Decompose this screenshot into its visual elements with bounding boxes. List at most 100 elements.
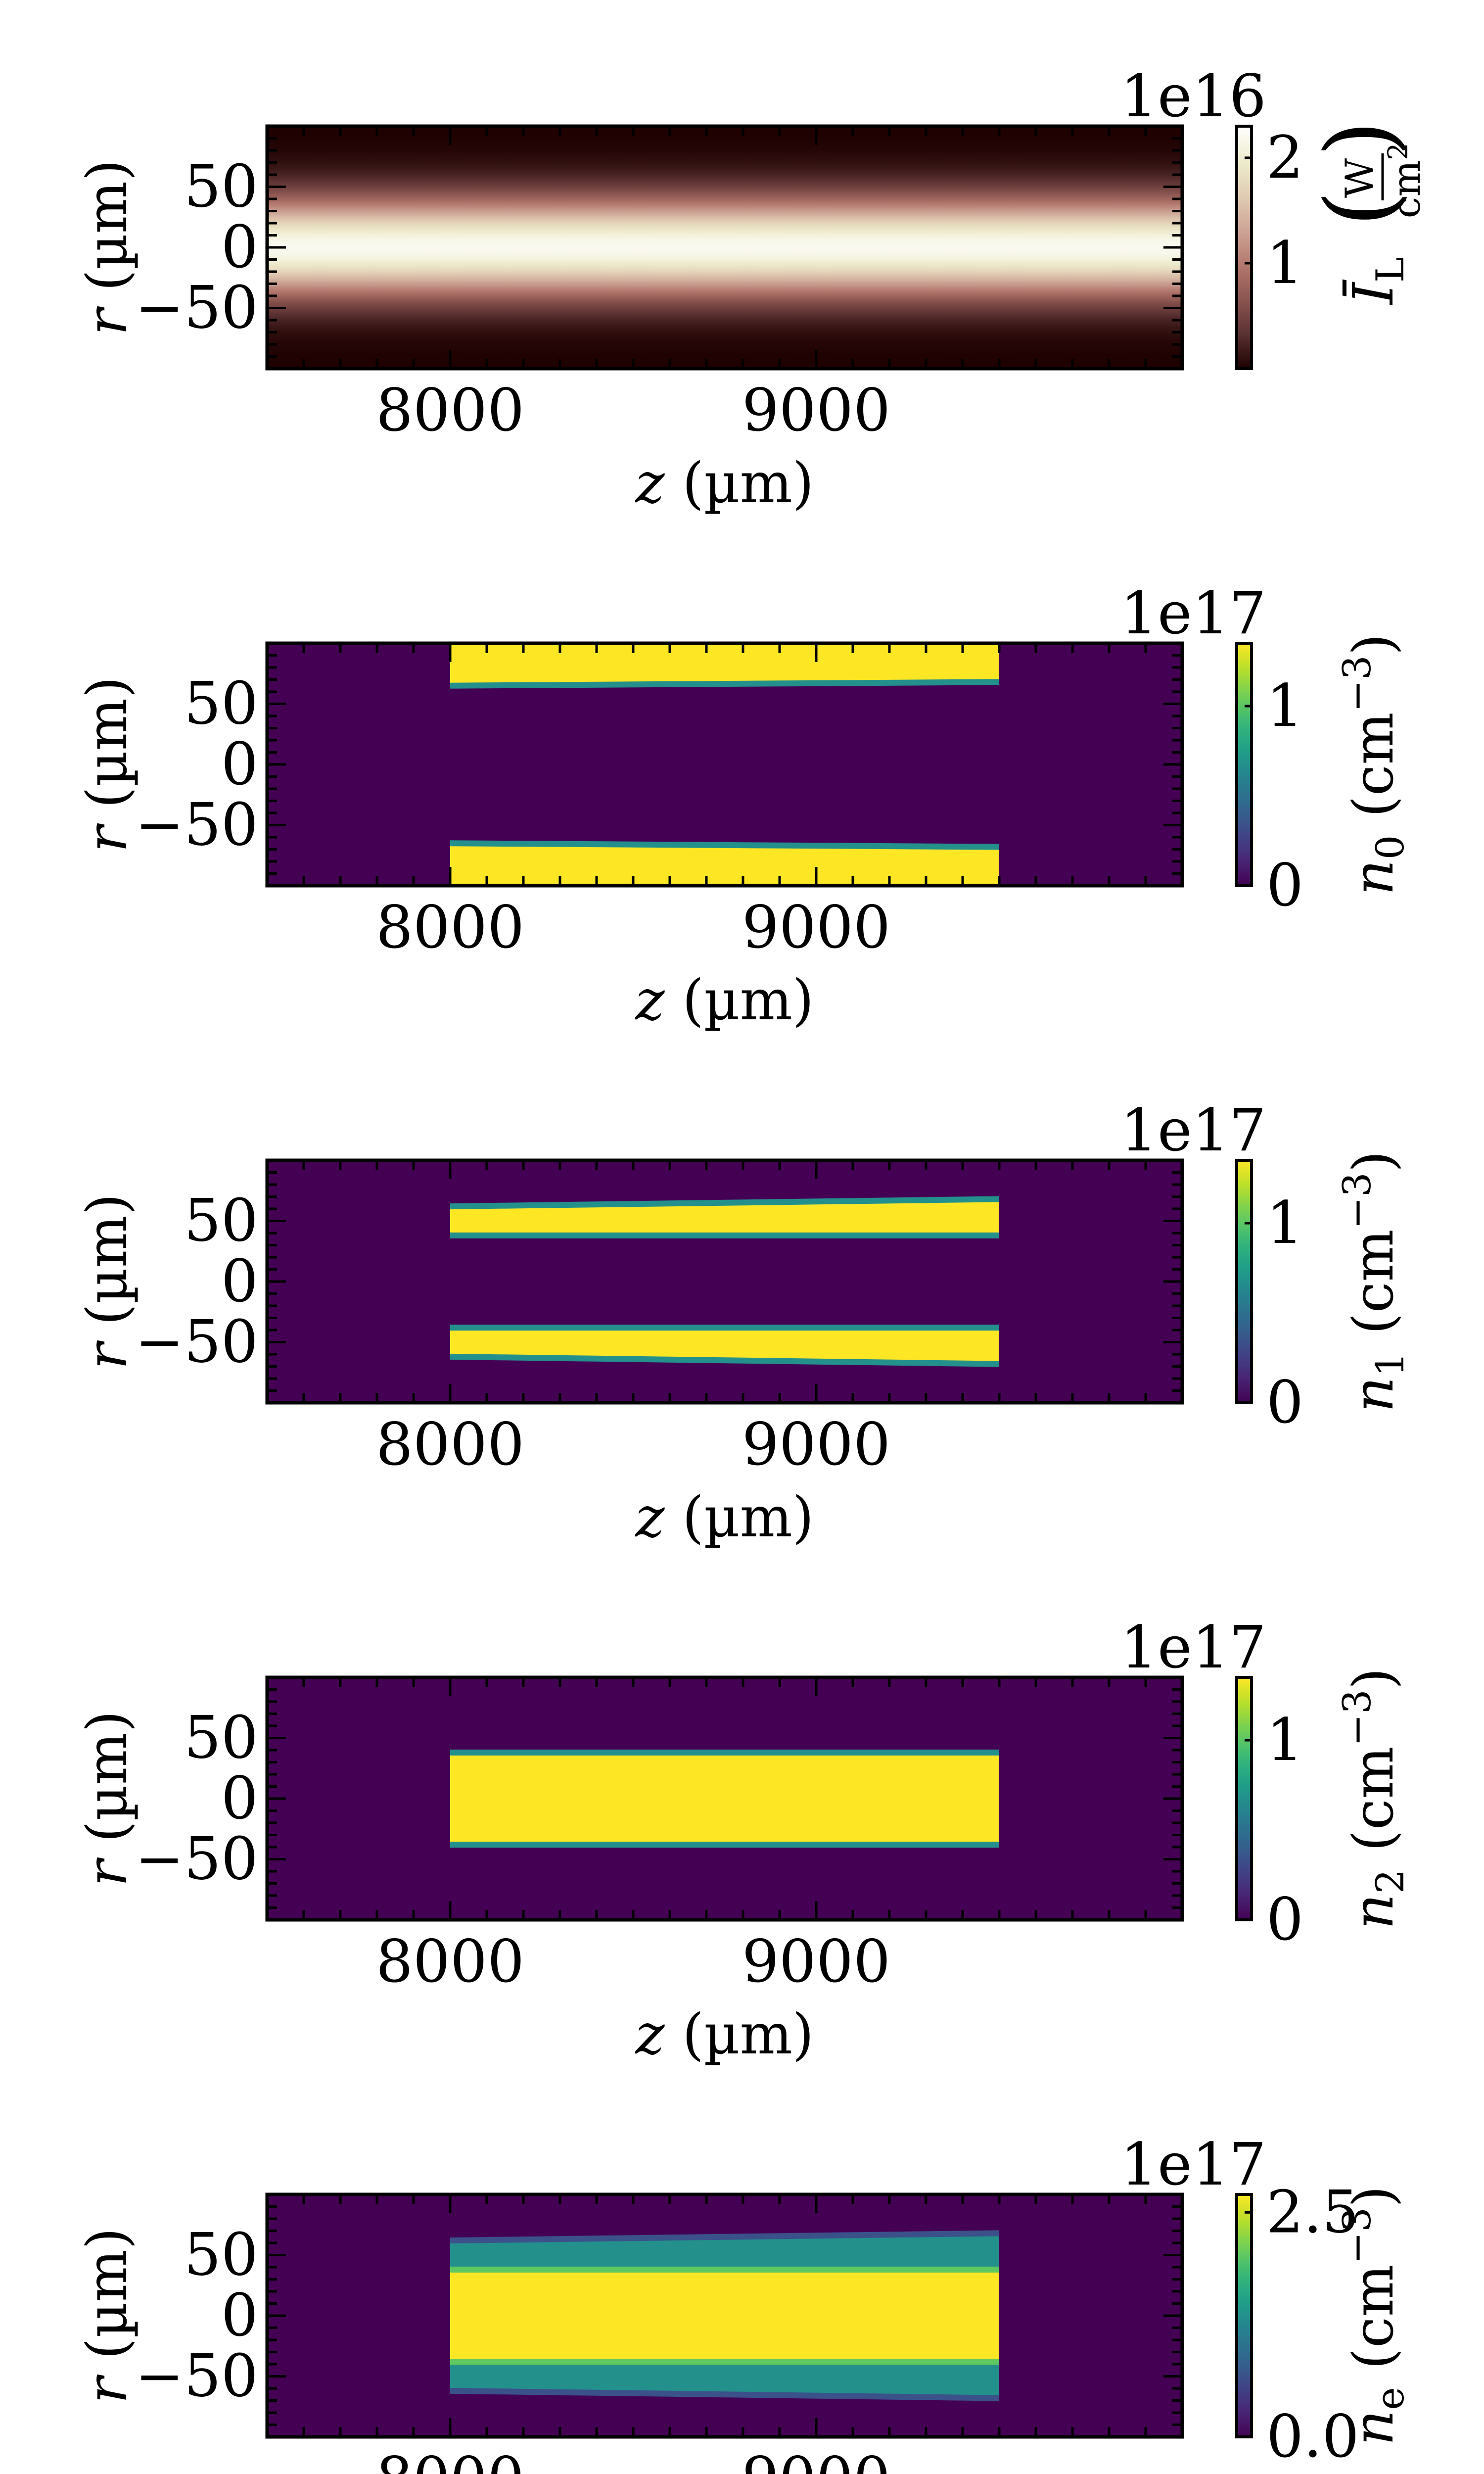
colorbar-tick-label: 1 <box>1266 229 1303 297</box>
colorbar-unit-close-paren: ) <box>1305 120 1415 157</box>
y-tick-label: 0 <box>221 2281 258 2349</box>
colorbar-label: ne (cm−3) <box>1335 2186 1413 2445</box>
y-axis-label: r (µm) <box>75 676 139 853</box>
y-tick-label: 50 <box>184 1187 258 1255</box>
colorbar-gradient <box>1235 125 1253 370</box>
colorbar-offset-label: 1e17 <box>1120 1613 1266 1681</box>
x-axis: 8000 9000 z (µm) <box>302 643 1147 1033</box>
heatmap-image <box>267 126 1182 369</box>
colorbar-tick-label: 0.0 <box>1266 2402 1359 2471</box>
x-tick-label: 9000 <box>742 1410 890 1478</box>
y-tick-label: 0 <box>221 730 258 798</box>
y-tick-label: 50 <box>184 1704 258 1772</box>
colorbar-tick-label: 0 <box>1266 851 1303 919</box>
colorbar-offset-label: 1e17 <box>1120 1096 1266 1164</box>
intensity-field <box>267 126 1182 369</box>
core-band <box>450 2269 999 2362</box>
y-tick-label: −50 <box>135 1308 258 1376</box>
x-tick-label: 8000 <box>376 1410 524 1478</box>
x-tick-label: 9000 <box>742 376 890 444</box>
y-axis: 500−50r (µm) <box>75 1171 1182 1392</box>
y-tick-label: 50 <box>184 152 258 221</box>
ring-upper-edge <box>450 2230 1000 2244</box>
heatmap-image <box>267 643 1182 886</box>
colorbar-gradient <box>1235 642 1253 887</box>
y-tick-label: 0 <box>221 1764 258 1832</box>
upper-band <box>450 643 999 686</box>
x-tick-label: 9000 <box>742 1927 890 1996</box>
y-tick-label: 50 <box>184 669 258 738</box>
upper-ring-band <box>450 1199 999 1236</box>
colorbar-tick-label: 2.5 <box>1266 2178 1359 2246</box>
background-field <box>267 1160 1182 1403</box>
x-axis-label: z (µm) <box>635 968 814 1033</box>
colorbar-label: n2 (cm−3) <box>1335 1668 1413 1930</box>
lower-band <box>450 843 999 886</box>
y-axis-label: r (µm) <box>75 1711 139 1887</box>
y-tick-label: −50 <box>135 1825 258 1893</box>
y-tick-label: 0 <box>221 1247 258 1315</box>
heatmap-image <box>267 1160 1182 1403</box>
lower-ring-outer-edge <box>450 1353 1000 1367</box>
colorbar-offset-label: 1e16 <box>1120 62 1266 130</box>
x-axis: 8000 9000 z (µm) <box>302 1160 1147 1550</box>
y-axis-label: r (µm) <box>75 1193 139 1370</box>
y-axis: 500−50r (µm) <box>75 2205 1182 2426</box>
heatmap-image <box>267 2194 1182 2437</box>
colorbar-gradient <box>1235 1159 1253 1404</box>
x-tick-label: 8000 <box>376 893 524 961</box>
colorbar-tick-label: 0 <box>1266 1885 1303 1953</box>
x-tick-label: 9000 <box>742 2444 890 2474</box>
x-tick-label: 8000 <box>376 2444 524 2474</box>
ring-lower-edge <box>450 2387 1000 2401</box>
x-axis-label: z (µm) <box>635 2002 814 2067</box>
upper-band-edge <box>450 679 1000 689</box>
colorbar-tick-label: 2 <box>1266 123 1303 191</box>
upper-ring-outer-edge <box>450 1196 1000 1210</box>
colorbar-label: n1 (cm−3) <box>1335 1151 1413 1413</box>
lower-ring-band <box>450 1328 999 1364</box>
heatmap-image <box>267 1677 1182 1920</box>
colorbar-gradient <box>1235 2193 1253 2438</box>
y-tick-label: 0 <box>221 213 258 281</box>
y-tick-label: −50 <box>135 791 258 859</box>
y-axis: 500−50r (µm) <box>75 1688 1182 1909</box>
colorbar-unit-numerator: W <box>1338 158 1382 198</box>
colorbar-offset-label: 1e17 <box>1120 579 1266 647</box>
x-axis-label: z (µm) <box>635 451 814 516</box>
y-tick-label: −50 <box>135 2342 258 2410</box>
y-axis: 500−50r (µm) <box>75 137 1182 358</box>
y-tick-label: −50 <box>135 274 258 342</box>
colorbar-unit-denominator: cm2 <box>1382 143 1429 219</box>
colorbar-tick-label: 1 <box>1266 1706 1303 1774</box>
y-axis: 500−50r (µm) <box>75 654 1182 875</box>
colorbar-label: ĪL ( <box>1305 190 1415 306</box>
x-tick-label: 8000 <box>376 1927 524 1996</box>
y-tick-label: 50 <box>184 2221 258 2289</box>
colorbar-offset-label: 1e17 <box>1120 2130 1266 2198</box>
lower-band-edge <box>450 840 1000 850</box>
colorbar-label: n0 (cm−3) <box>1335 634 1413 896</box>
colorbar-tick-label: 0 <box>1266 1368 1303 1436</box>
colorbar-tick-label: 1 <box>1266 1189 1303 1257</box>
colorbar-tick-label: 1 <box>1266 671 1303 740</box>
core-band <box>450 1752 999 1845</box>
y-axis-label: r (µm) <box>75 2228 139 2404</box>
y-axis-label: r (µm) <box>75 159 139 335</box>
x-axis-label: z (µm) <box>635 1485 814 1550</box>
x-tick-label: 9000 <box>742 893 890 961</box>
